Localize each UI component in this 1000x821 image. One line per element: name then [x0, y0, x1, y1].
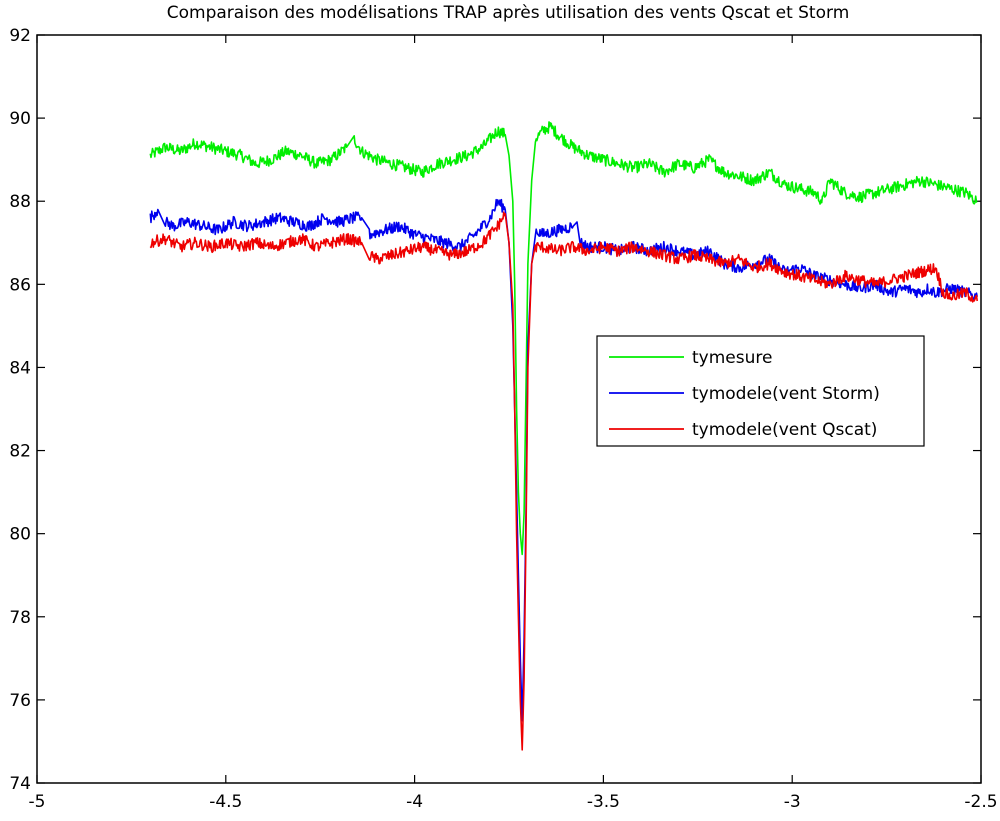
y-tick-label: 90: [9, 109, 31, 129]
y-tick-label: 74: [9, 774, 31, 794]
chart-title: Comparaison des modélisations TRAP après…: [167, 3, 850, 23]
series-line-2: [149, 211, 978, 751]
y-tick-label: 76: [9, 691, 31, 711]
x-tick-label: -4: [406, 792, 423, 812]
legend-box: [596, 335, 925, 447]
legend: tymesure tymodele(vent Storm) tymodele(ven…: [596, 335, 925, 447]
y-tick-label: 80: [9, 525, 31, 545]
series-line-0: [149, 121, 978, 556]
legend-label: tymodele(vent Storm): [692, 384, 880, 404]
x-tick-label: -4.5: [209, 792, 242, 812]
x-axis: -5 -4.5 -4 -3.5 -3 -2.5: [29, 35, 998, 812]
legend-label: tymodele(vent Qscat): [692, 420, 877, 440]
x-tick-label: -3.5: [587, 792, 620, 812]
y-tick-label: 86: [9, 275, 31, 295]
y-tick-label: 82: [9, 442, 31, 462]
x-tick-label: -5: [29, 792, 46, 812]
y-tick-label: 92: [9, 26, 31, 46]
x-tick-label: -2.5: [964, 792, 997, 812]
y-tick-label: 84: [9, 358, 31, 378]
y-axis: 74 76 78 80 82 84 86 88 90 92: [9, 26, 981, 794]
legend-label: tymesure: [692, 348, 772, 368]
x-tick-label: -3: [784, 792, 801, 812]
series-layer: [149, 121, 978, 751]
series-line-1: [149, 198, 978, 722]
y-tick-label: 88: [9, 192, 31, 212]
y-tick-label: 78: [9, 608, 31, 628]
